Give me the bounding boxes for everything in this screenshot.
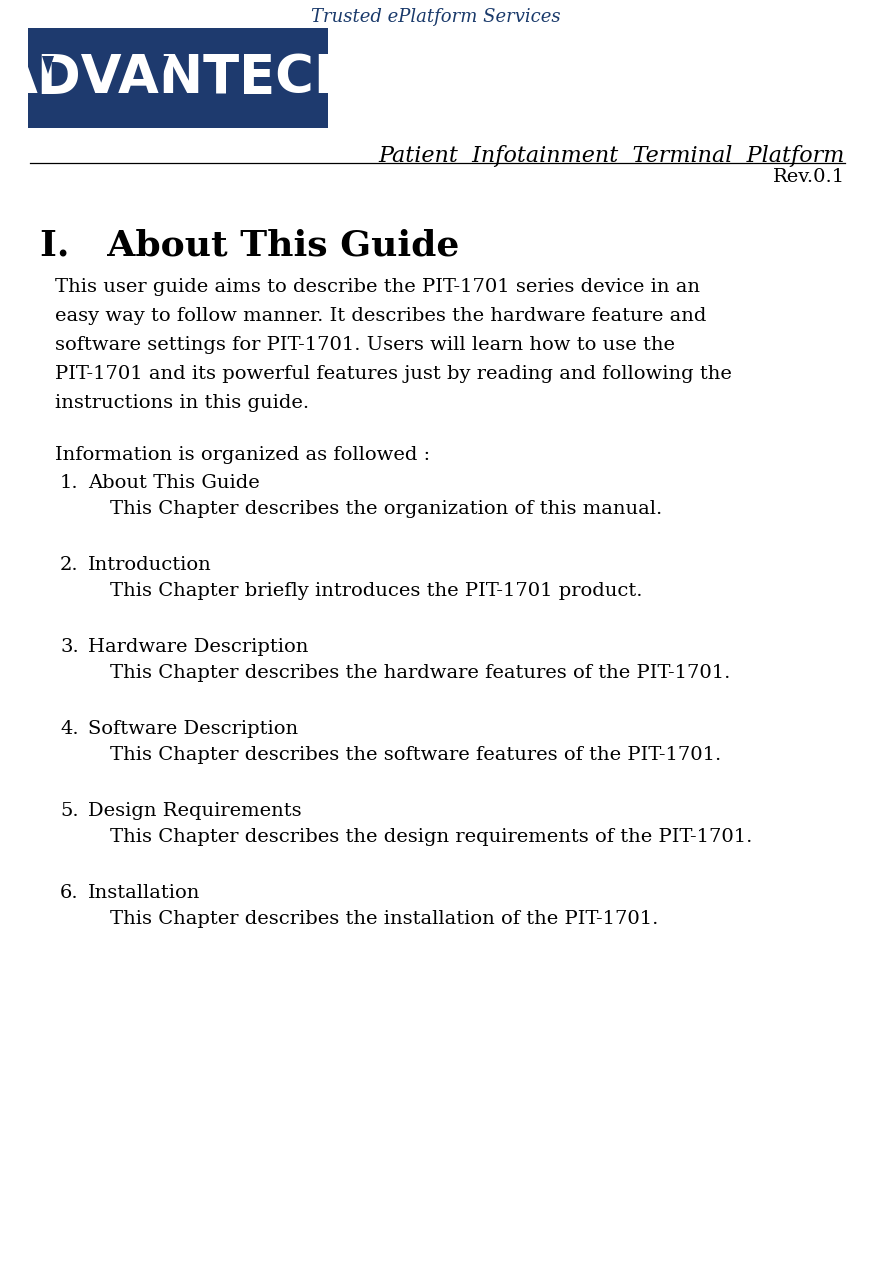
Text: Design Requirements: Design Requirements bbox=[88, 801, 302, 820]
Polygon shape bbox=[42, 56, 54, 73]
Text: Rev.0.1: Rev.0.1 bbox=[773, 168, 845, 186]
Text: This Chapter describes the design requirements of the PIT-1701.: This Chapter describes the design requir… bbox=[110, 828, 753, 846]
Text: Installation: Installation bbox=[88, 884, 201, 901]
Text: Patient  Infotainment  Terminal  Platform: Patient Infotainment Terminal Platform bbox=[378, 146, 845, 167]
Text: This Chapter describes the hardware features of the PIT-1701.: This Chapter describes the hardware feat… bbox=[110, 663, 731, 682]
Text: Hardware Description: Hardware Description bbox=[88, 638, 309, 656]
Text: ADVANTECH: ADVANTECH bbox=[0, 52, 359, 104]
Text: 6.: 6. bbox=[60, 884, 78, 901]
Text: This Chapter describes the installation of the PIT-1701.: This Chapter describes the installation … bbox=[110, 910, 658, 928]
Text: PIT-1701 and its powerful features just by reading and following the: PIT-1701 and its powerful features just … bbox=[55, 365, 732, 384]
Text: 5.: 5. bbox=[60, 801, 78, 820]
Text: 2.: 2. bbox=[60, 556, 78, 573]
Text: This Chapter briefly introduces the PIT-1701 product.: This Chapter briefly introduces the PIT-… bbox=[110, 582, 643, 600]
Text: Information is organized as followed :: Information is organized as followed : bbox=[55, 446, 430, 465]
Text: This user guide aims to describe the PIT-1701 series device in an: This user guide aims to describe the PIT… bbox=[55, 279, 700, 296]
Text: 1.: 1. bbox=[60, 473, 78, 492]
Bar bbox=[28, 28, 328, 128]
Text: This Chapter describes the software features of the PIT-1701.: This Chapter describes the software feat… bbox=[110, 746, 721, 763]
Text: 3.: 3. bbox=[60, 638, 78, 656]
Text: 4.: 4. bbox=[60, 720, 78, 738]
Text: instructions in this guide.: instructions in this guide. bbox=[55, 394, 310, 411]
Text: Software Description: Software Description bbox=[88, 720, 298, 738]
Text: I.   About This Guide: I. About This Guide bbox=[40, 228, 460, 262]
Text: software settings for PIT-1701. Users will learn how to use the: software settings for PIT-1701. Users wi… bbox=[55, 335, 675, 354]
Text: easy way to follow manner. It describes the hardware feature and: easy way to follow manner. It describes … bbox=[55, 306, 706, 325]
Polygon shape bbox=[157, 56, 169, 73]
Text: Introduction: Introduction bbox=[88, 556, 212, 573]
Text: Trusted ePlatform Services: Trusted ePlatform Services bbox=[311, 8, 561, 27]
Text: This Chapter describes the organization of this manual.: This Chapter describes the organization … bbox=[110, 500, 662, 518]
Text: About This Guide: About This Guide bbox=[88, 473, 260, 492]
